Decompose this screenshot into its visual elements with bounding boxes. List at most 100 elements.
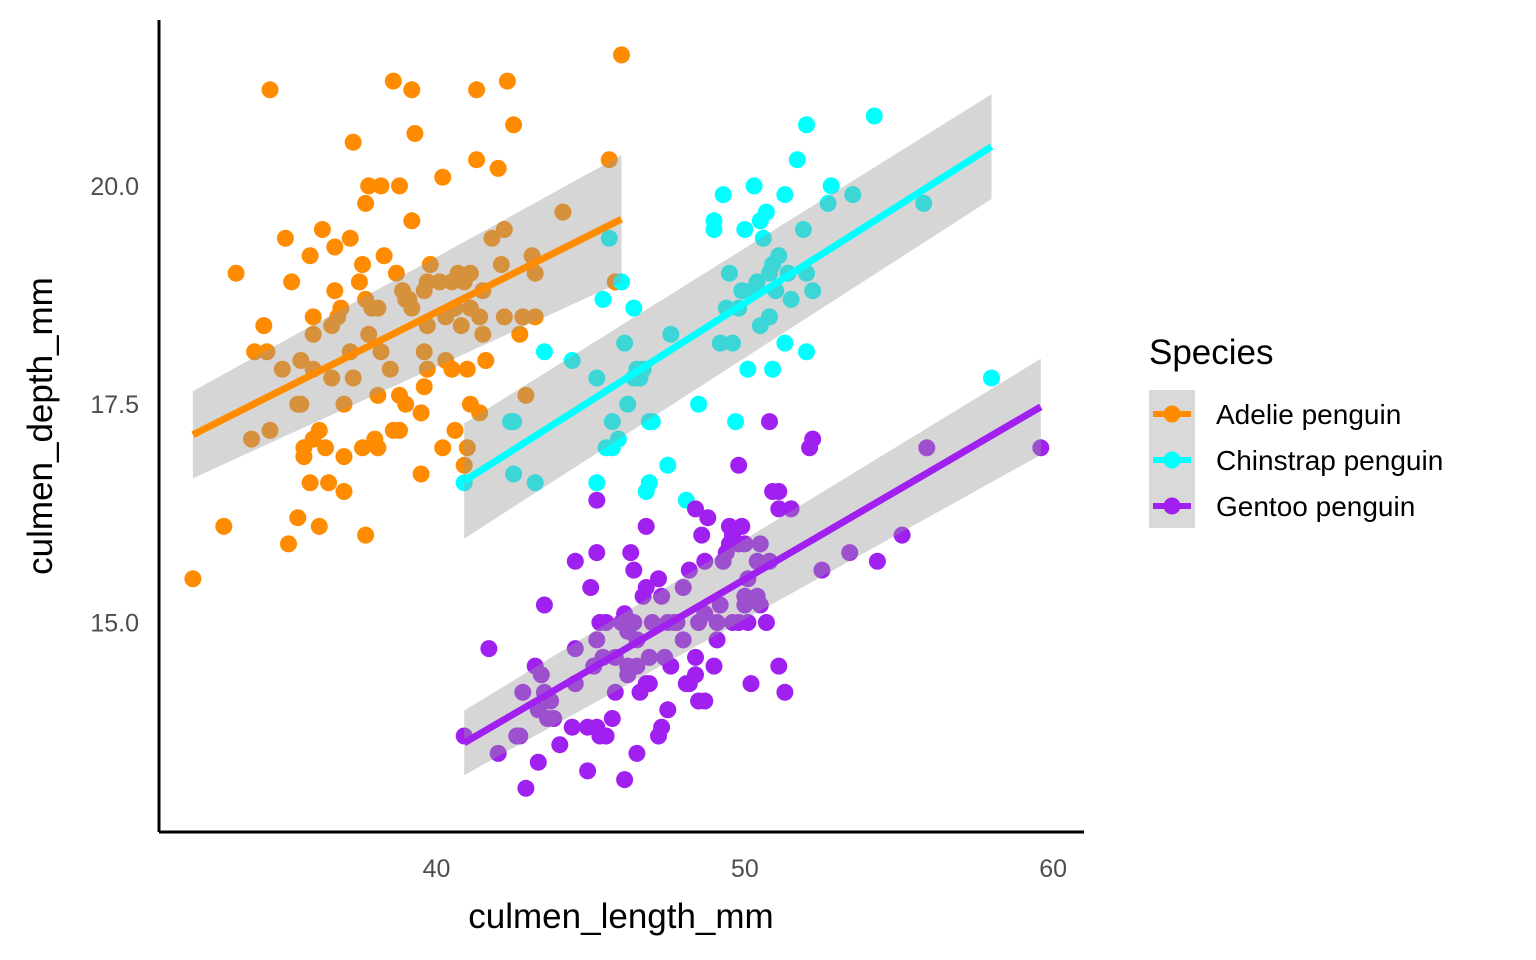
- adelie-point-105: [600, 151, 618, 169]
- chinstrap-point-53: [782, 290, 800, 308]
- adelie-point-110: [391, 386, 408, 404]
- adelie-point-26: [317, 439, 334, 457]
- adelie-point-8: [261, 421, 279, 439]
- adelie-point-9: [273, 360, 291, 378]
- adelie-point-98: [514, 308, 532, 326]
- adelie-point-114: [458, 360, 476, 378]
- gentoo-point-9: [529, 753, 547, 771]
- adelie-point-82: [458, 439, 476, 457]
- x-axis-title: culmen_length_mm: [468, 897, 773, 936]
- gentoo-point-107: [893, 526, 911, 544]
- gentoo-point-31: [603, 710, 621, 727]
- adelie-point-38: [344, 369, 362, 387]
- adelie-point-45: [360, 325, 378, 343]
- adelie-point-57: [391, 177, 408, 195]
- adelie-point-95: [498, 72, 516, 90]
- adelie-point-53: [384, 72, 402, 90]
- gentoo-point-43: [628, 657, 646, 675]
- gentoo-point-73: [705, 657, 723, 675]
- adelie-point-25: [313, 221, 331, 238]
- chinstrap-point-45: [757, 203, 775, 221]
- adelie-point-97: [511, 325, 529, 343]
- gentoo-point-2: [489, 744, 507, 762]
- adelie-point-117: [369, 386, 387, 404]
- adelie-point-13: [289, 509, 307, 527]
- adelie-point-73: [434, 168, 452, 186]
- chinstrap-point-2: [505, 465, 523, 483]
- adelie-point-11: [280, 535, 297, 553]
- adelie-point-12: [283, 273, 301, 291]
- gentoo-point-20: [579, 762, 597, 780]
- gentoo-point-119: [730, 614, 748, 631]
- y-tick-label-20: 20.0: [90, 173, 139, 201]
- chinstrap-point-41: [745, 177, 763, 195]
- adelie-point-122: [455, 273, 473, 291]
- gentoo-confidence-band: [464, 358, 1041, 776]
- chinstrap-point-34: [720, 264, 738, 282]
- adelie-point-107: [415, 343, 433, 361]
- chinstrap-point-44: [754, 229, 772, 247]
- adelie-confidence-band: [192, 155, 622, 479]
- gentoo-point-10: [532, 666, 550, 684]
- chinstrap-point-58: [804, 282, 822, 300]
- gentoo-point-33: [606, 683, 624, 701]
- gentoo-point-62: [680, 561, 698, 579]
- gentoo-point-53: [653, 718, 671, 736]
- chinstrap-point-50: [776, 334, 794, 352]
- legend-label-adelie: Adelie penguin: [1216, 399, 1401, 430]
- chinstrap-point-64: [748, 273, 766, 291]
- adelie-point-71: [431, 273, 449, 291]
- chinstrap-point-59: [819, 194, 837, 212]
- x-tick-label-40: 40: [423, 855, 451, 883]
- chinstrap-point-69: [770, 247, 788, 265]
- chinstrap-point-24: [640, 474, 658, 492]
- chinstrap-point-27: [662, 325, 680, 343]
- chinstrap-point-11: [600, 229, 618, 247]
- gentoo-point-17: [566, 640, 584, 658]
- gentoo-point-16: [563, 718, 581, 736]
- gentoo-point-68: [693, 526, 711, 544]
- gentoo-point-111: [770, 483, 788, 500]
- adelie-point-90: [477, 352, 495, 369]
- x-tick-label-50: 50: [731, 855, 759, 883]
- chinstrap-regression-line: [462, 143, 994, 484]
- legend-items: Adelie penguin Chinstrap penguin Gentoo pe…: [1153, 399, 1443, 522]
- gentoo-point-84: [730, 456, 748, 474]
- adelie-point-112: [403, 81, 421, 99]
- gentoo-point-121: [674, 579, 692, 596]
- adelie-point-56: [391, 421, 408, 439]
- adelie-point-10: [276, 229, 294, 247]
- adelie-point-0: [184, 570, 202, 588]
- adelie-point-21: [304, 308, 322, 326]
- adelie-regression-line: [191, 215, 624, 438]
- chinstrap-point-51: [776, 186, 794, 204]
- gentoo-point-12: [535, 596, 553, 614]
- gentoo-point-113: [591, 614, 609, 631]
- gentoo-point-50: [640, 648, 658, 666]
- chinstrap-point-16: [616, 334, 634, 352]
- adelie-point-48: [369, 439, 387, 457]
- adelie-point-43: [357, 526, 375, 544]
- adelie-point-91: [483, 229, 501, 247]
- adelie-point-93: [492, 256, 510, 273]
- chinstrap-point-31: [705, 212, 723, 230]
- chinstrap-point-65: [788, 151, 806, 169]
- y-axis-title: culmen_depth_mm: [21, 277, 60, 575]
- adelie-point-86: [468, 151, 486, 169]
- gentoo-point-63: [687, 666, 704, 684]
- adelie-point-24: [310, 421, 328, 439]
- regression-lines: [191, 143, 1043, 746]
- adelie-point-28: [323, 369, 341, 387]
- adelie-point-104: [613, 46, 630, 64]
- adelie-point-34: [335, 483, 353, 500]
- gentoo-point-49: [637, 517, 655, 535]
- y-ticks: 15.0 17.5 20.0: [90, 173, 139, 638]
- gentoo-point-105: [841, 544, 859, 562]
- adelie-point-61: [403, 212, 421, 230]
- gentoo-point-34: [616, 771, 634, 789]
- gentoo-point-104: [813, 561, 831, 579]
- gentoo-point-64: [687, 648, 704, 666]
- adelie-point-51: [375, 247, 393, 265]
- chinstrap-point-17: [619, 395, 637, 413]
- adelie-point-96: [505, 116, 523, 134]
